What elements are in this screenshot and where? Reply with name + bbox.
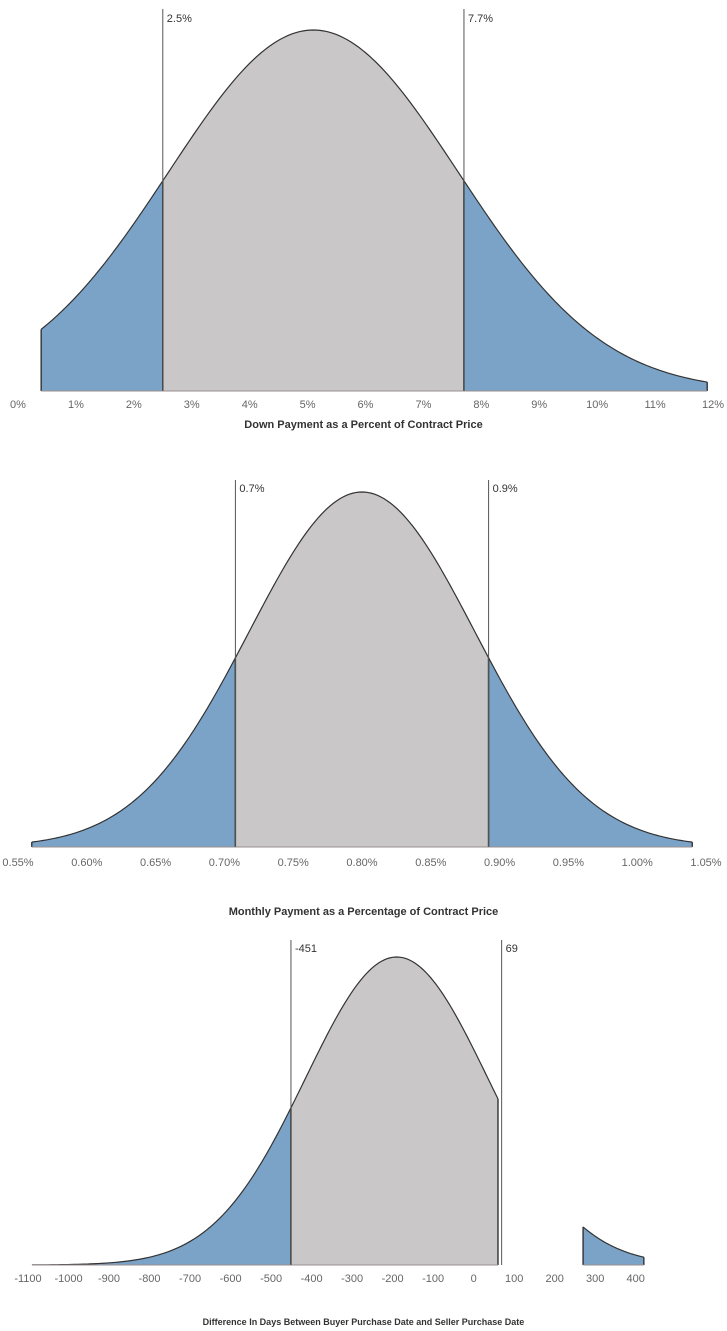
x-tick-label: -100 — [422, 1273, 444, 1285]
chart-monthly-payment: 0.7% 0.9% 0.55% 0.60% 0.65% 0.70% 0.75% 0.80% 0.… — [2, 480, 722, 869]
x-tick-label: 7% — [415, 399, 431, 411]
region-lower-tail — [41, 180, 163, 391]
region-middle — [235, 492, 489, 847]
region-lower-tail — [31, 657, 236, 847]
x-axis-label-purchase-date-difference: Difference In Days Between Buyer Purchas… — [202, 1317, 525, 1327]
region-lower-tail — [32, 1107, 291, 1265]
x-tick-label: -200 — [382, 1273, 404, 1285]
x-tick-label: -900 — [98, 1273, 120, 1285]
density-curve — [32, 1107, 292, 1266]
density-curve — [40, 180, 164, 330]
x-tick-label: 4% — [242, 399, 258, 411]
region-upper-tail — [583, 1226, 644, 1265]
x-tick-label: 400 — [627, 1273, 645, 1285]
x-tick-label: 0.70% — [209, 857, 240, 869]
x-axis-label-down-payment: Down Payment as a Percent of Contract Pr… — [244, 419, 483, 431]
reference-line-label: 69 — [506, 943, 518, 955]
region-middle — [290, 957, 498, 1265]
reference-line-label: 2.5% — [167, 13, 192, 25]
x-tick-label: 0.65% — [140, 857, 171, 869]
x-tick-label: -1100 — [14, 1273, 41, 1285]
chart-panel-purchase-date-difference: -451 69 -1100 -1000 -900 -800 -700 -600 -500 -400… — [0, 930, 727, 1315]
chart-down-payment: 2.5% 7.7% 0% 1% 2% 3% 4% 5% 6% 7% 8% 9% 10% 11% 12% — [10, 9, 724, 411]
region-upper-tail — [488, 657, 693, 847]
x-tick-label: 2% — [126, 399, 142, 411]
x-tick-label: 5% — [300, 399, 316, 411]
x-tick-label: -600 — [220, 1273, 242, 1285]
x-tick-label: 10% — [586, 399, 608, 411]
x-tick-label: 0.55% — [2, 857, 33, 869]
x-tick-label: 0% — [10, 399, 26, 411]
x-tick-label: 100 — [505, 1273, 523, 1285]
x-tick-label: 3% — [184, 399, 200, 411]
x-tick-label: -800 — [139, 1273, 161, 1285]
density-curve — [488, 657, 693, 843]
x-tick-label: 0.90% — [484, 857, 515, 869]
reference-line-label: 0.9% — [493, 483, 518, 495]
x-tick-label: 0 — [471, 1273, 477, 1285]
x-tick-label: 0.60% — [71, 857, 102, 869]
x-tick-label: 300 — [586, 1273, 604, 1285]
x-tick-label: -500 — [260, 1273, 282, 1285]
x-tick-label: 8% — [473, 399, 489, 411]
x-axis-label-monthly-payment: Monthly Payment as a Percentage of Contr… — [228, 906, 499, 918]
density-curve — [582, 1226, 644, 1258]
x-tick-label: 12% — [702, 399, 724, 411]
x-tick-label: 0.95% — [553, 857, 584, 869]
chart-panel-monthly-payment: 0.7% 0.9% 0.55% 0.60% 0.65% 0.70% 0.75% 0.80% 0.… — [0, 470, 727, 890]
x-tick-label: -1000 — [54, 1273, 82, 1285]
density-curve — [31, 657, 236, 843]
reference-line-label: 7.7% — [468, 13, 493, 25]
x-tick-label: -400 — [301, 1273, 323, 1285]
x-tick-label: 0.75% — [278, 857, 309, 869]
x-tick-label: 9% — [531, 399, 547, 411]
reference-line-label: 0.7% — [239, 483, 264, 495]
chart-purchase-date-difference: -451 69-1100 -1000 -900 -800 -700 -600 -500 -400… — [14, 940, 645, 1285]
chart-panel-down-payment: 2.5% 7.7% 0% 1% 2% 3% 4% 5% 6% 7% 8% 9% 10% 11% 12% — [0, 0, 727, 425]
x-tick-label: 0.85% — [415, 857, 446, 869]
x-tick-label: 6% — [358, 399, 374, 411]
x-tick-label: 1.00% — [622, 857, 653, 869]
x-tick-label: 0.80% — [346, 857, 377, 869]
x-tick-label: 11% — [644, 399, 665, 411]
density-curve — [234, 491, 490, 659]
x-tick-label: -700 — [179, 1273, 201, 1285]
reference-line-label: -451 — [295, 943, 317, 955]
region-middle — [162, 30, 464, 391]
density-curve — [162, 29, 465, 182]
x-tick-label: 1% — [68, 399, 84, 411]
density-curve — [463, 180, 708, 383]
x-tick-label: -300 — [341, 1273, 363, 1285]
region-upper-tail — [463, 180, 708, 391]
x-tick-label: 200 — [546, 1273, 564, 1285]
x-tick-label: 1.05% — [690, 857, 721, 869]
density-curve — [290, 956, 499, 1109]
